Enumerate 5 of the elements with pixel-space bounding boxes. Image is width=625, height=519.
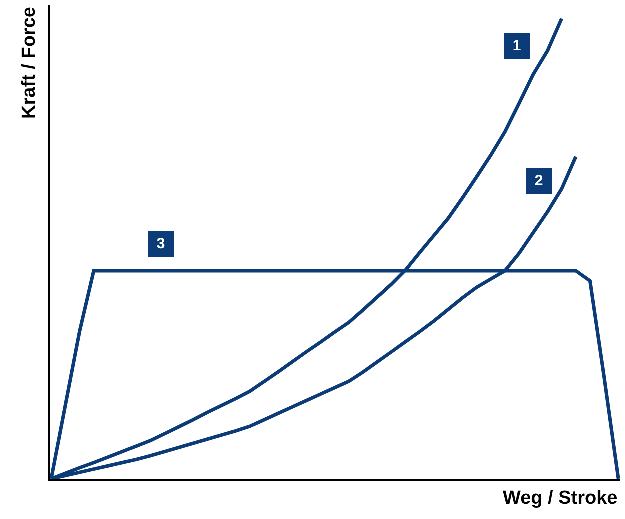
- series-label: 2: [534, 172, 544, 190]
- y-axis-title: Kraft / Force: [18, 7, 40, 119]
- x-axis-title: Weg / Stroke: [503, 488, 618, 509]
- series-label: 3: [156, 236, 166, 252]
- series-label: 1: [512, 38, 522, 54]
